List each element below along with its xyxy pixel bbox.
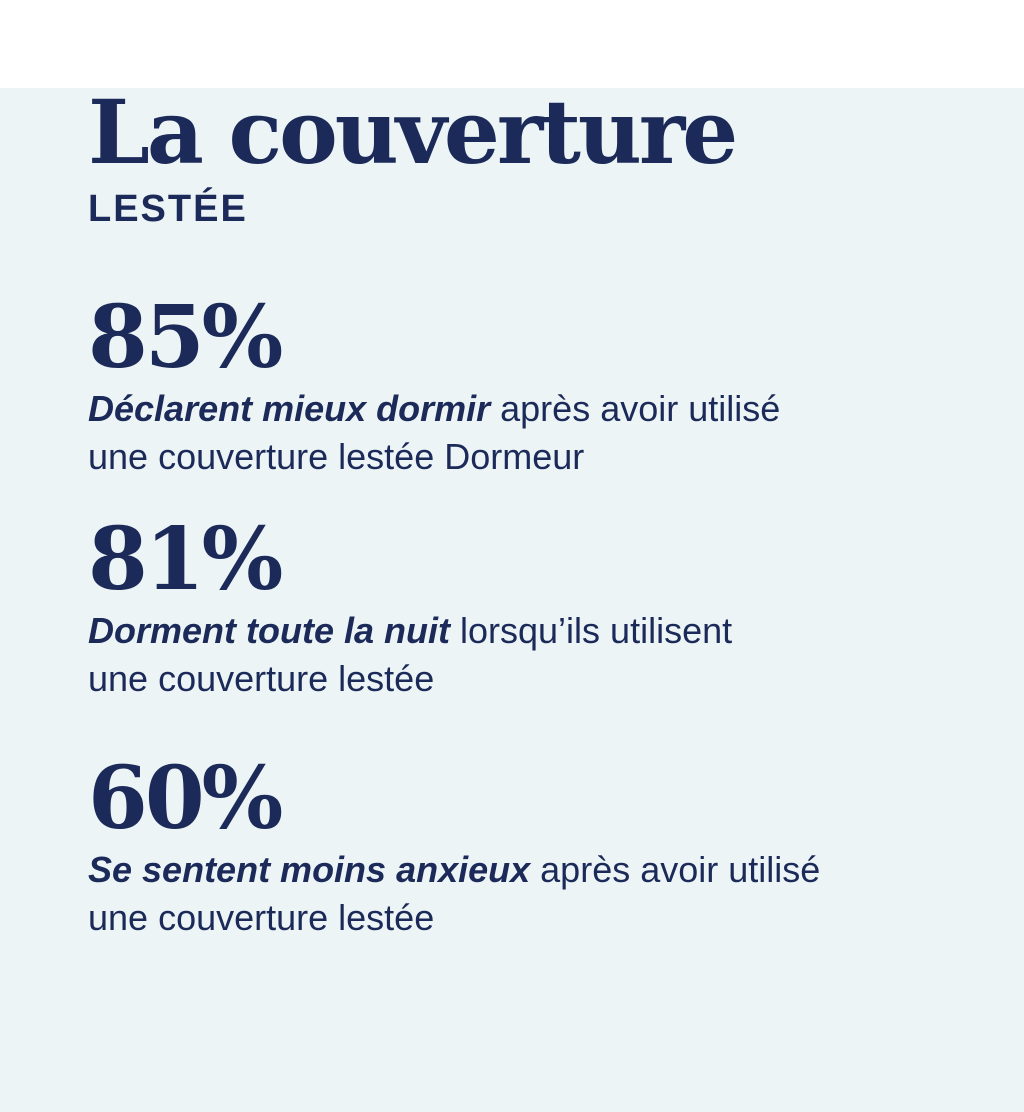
stat-emphasis-text: Se sentent moins anxieux — [88, 849, 531, 890]
stat-rest-text: lorsqu’ils utilisent — [450, 610, 733, 651]
page-subtitle: LESTÉE — [88, 188, 248, 230]
stat-rest-text: après avoir utilisé — [530, 849, 821, 890]
stat-emphasis-text: Déclarent mieux dormir — [88, 388, 491, 429]
stat-description: Se sentent moins anxieux après avoir uti… — [88, 846, 948, 942]
stat-emphasis-text: Dorment toute la nuit — [88, 610, 450, 651]
stat-line2-text: une couverture lestée — [88, 897, 435, 938]
stat-block-less-anxious: 60% Se sentent moins anxieux après avoir… — [88, 756, 964, 942]
stat-line2-text: une couverture lestée — [88, 658, 435, 699]
stat-value: 81% — [88, 509, 283, 610]
stat-description: Déclarent mieux dormir après avoir utili… — [88, 385, 948, 481]
stat-block-better-sleep: 85% Déclarent mieux dormir après avoir u… — [88, 295, 964, 481]
stat-block-sleep-through-night: 81% Dorment toute la nuit lorsqu’ils uti… — [88, 517, 964, 703]
stat-rest-text: après avoir utilisé — [490, 388, 781, 429]
stat-value: 60% — [88, 748, 283, 849]
stat-line2-text: une couverture lestée Dormeur — [88, 436, 585, 477]
stat-description: Dorment toute la nuit lorsqu’ils utilise… — [88, 607, 948, 703]
infographic-weighted-blanket: La couverture LESTÉE 85% Déclarent mieux… — [0, 88, 1024, 1112]
page-title: La couverture — [88, 80, 738, 184]
stat-value: 85% — [88, 287, 283, 388]
